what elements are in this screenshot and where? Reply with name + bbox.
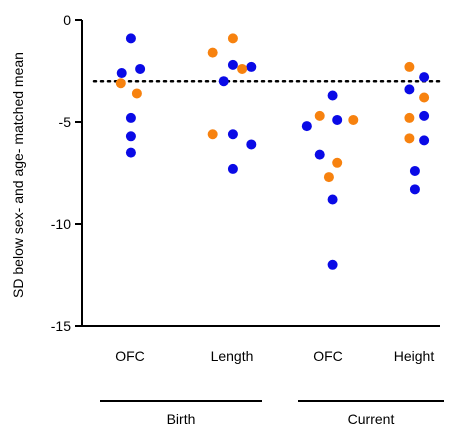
data-point xyxy=(218,76,229,87)
x-tick-labels: OFC Length OFC Height xyxy=(115,348,434,364)
data-point xyxy=(327,259,338,270)
data-point xyxy=(207,47,218,58)
data-point xyxy=(125,33,136,44)
data-point xyxy=(227,33,238,44)
data-point xyxy=(227,59,238,70)
data-point xyxy=(419,135,430,146)
y-tick-label: 0 xyxy=(63,12,71,28)
data-points xyxy=(115,33,430,270)
data-point xyxy=(404,84,415,95)
group-labels: Birth Current xyxy=(100,400,444,427)
data-point xyxy=(246,61,257,72)
axes: 0 -5 -10 -15 xyxy=(51,12,440,334)
x-tick-label: OFC xyxy=(313,348,343,364)
data-point xyxy=(237,63,248,74)
data-point xyxy=(314,110,325,121)
data-point xyxy=(419,72,430,83)
data-point xyxy=(327,90,338,101)
data-point xyxy=(246,139,257,150)
data-point xyxy=(125,147,136,158)
data-point xyxy=(227,129,238,140)
data-point xyxy=(227,163,238,174)
y-tick-label: -10 xyxy=(51,216,71,232)
data-point xyxy=(125,112,136,123)
y-tick-label: -5 xyxy=(59,114,72,130)
group-label: Birth xyxy=(167,411,196,427)
x-tick-label: Height xyxy=(394,348,435,364)
data-point xyxy=(323,172,334,183)
data-point xyxy=(404,133,415,144)
data-point xyxy=(332,157,343,168)
data-point xyxy=(348,114,359,125)
y-axis-label: SD below sex- and age- matched mean xyxy=(10,52,26,298)
data-point xyxy=(116,68,127,79)
x-tick-label: Length xyxy=(211,348,254,364)
data-point xyxy=(314,149,325,160)
data-point xyxy=(409,184,420,195)
data-point xyxy=(135,63,146,74)
data-point xyxy=(125,131,136,142)
data-point xyxy=(115,78,126,89)
data-point xyxy=(409,165,420,176)
data-point xyxy=(207,129,218,140)
data-point xyxy=(131,88,142,99)
y-tick-label: -15 xyxy=(51,318,71,334)
data-point xyxy=(332,114,343,125)
data-point xyxy=(301,121,312,132)
x-tick-label: OFC xyxy=(115,348,145,364)
group-label: Current xyxy=(348,411,395,427)
data-point xyxy=(404,61,415,72)
data-point xyxy=(327,194,338,205)
data-point xyxy=(419,92,430,103)
data-point xyxy=(419,110,430,121)
data-point xyxy=(404,112,415,123)
